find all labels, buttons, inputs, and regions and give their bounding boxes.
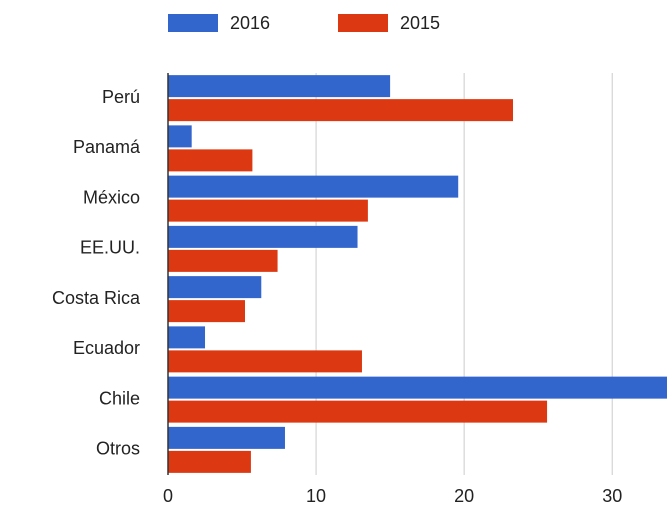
bar: [168, 350, 362, 373]
y-tick-label: Ecuador: [73, 338, 140, 358]
bar: [168, 249, 278, 272]
bar: [168, 326, 206, 349]
x-tick-label: 20: [454, 486, 474, 506]
x-tick-label: 10: [306, 486, 326, 506]
legend-swatch: [338, 14, 388, 32]
x-tick-label: 30: [602, 486, 622, 506]
legend-label: 2015: [400, 13, 440, 33]
bar: [168, 199, 368, 222]
bars: [168, 75, 667, 473]
bar: [168, 225, 358, 248]
y-tick-label: Chile: [99, 388, 140, 408]
bar: [168, 175, 459, 198]
x-tick-label: 0: [163, 486, 173, 506]
y-tick-label: EE.UU.: [80, 238, 140, 258]
bar: [168, 125, 192, 148]
bar: [168, 426, 285, 449]
legend-swatch: [168, 14, 218, 32]
bar: [168, 99, 514, 122]
y-tick-label: Costa Rica: [52, 288, 141, 308]
bar: [168, 450, 251, 473]
y-tick-label: Panamá: [73, 137, 141, 157]
legend-label: 2016: [230, 13, 270, 33]
bar: [168, 300, 245, 323]
y-tick-label: Otros: [96, 439, 140, 459]
bar: [168, 75, 391, 98]
bar: [168, 149, 253, 172]
y-tick-label: México: [83, 187, 140, 207]
y-tick-label: Perú: [102, 87, 140, 107]
bar: [168, 276, 262, 299]
bar: [168, 400, 548, 423]
bar: [168, 376, 667, 399]
